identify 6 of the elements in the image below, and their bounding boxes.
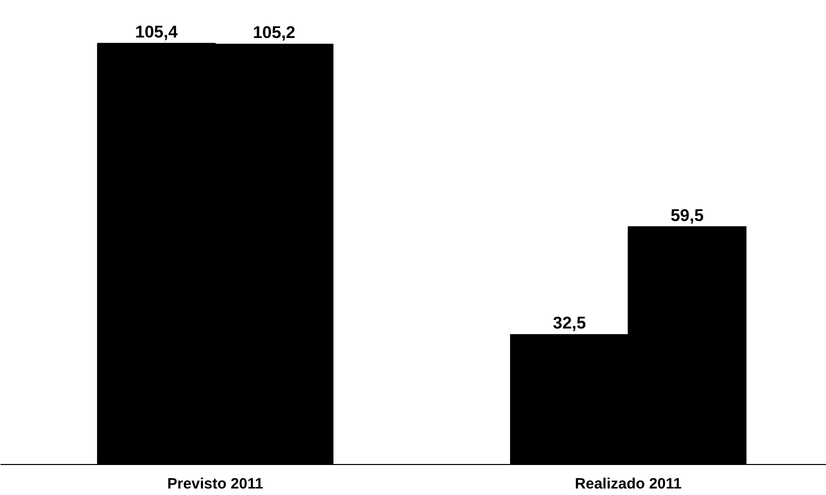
x-tick-label: Previsto 2011 xyxy=(167,476,264,492)
data-label: 105,2 xyxy=(252,23,296,42)
x-tick-label: Realizado 2011 xyxy=(574,476,682,492)
data-label: 59,5 xyxy=(670,206,704,225)
data-label: 32,5 xyxy=(552,314,586,333)
data-label: 105,4 xyxy=(135,22,178,42)
